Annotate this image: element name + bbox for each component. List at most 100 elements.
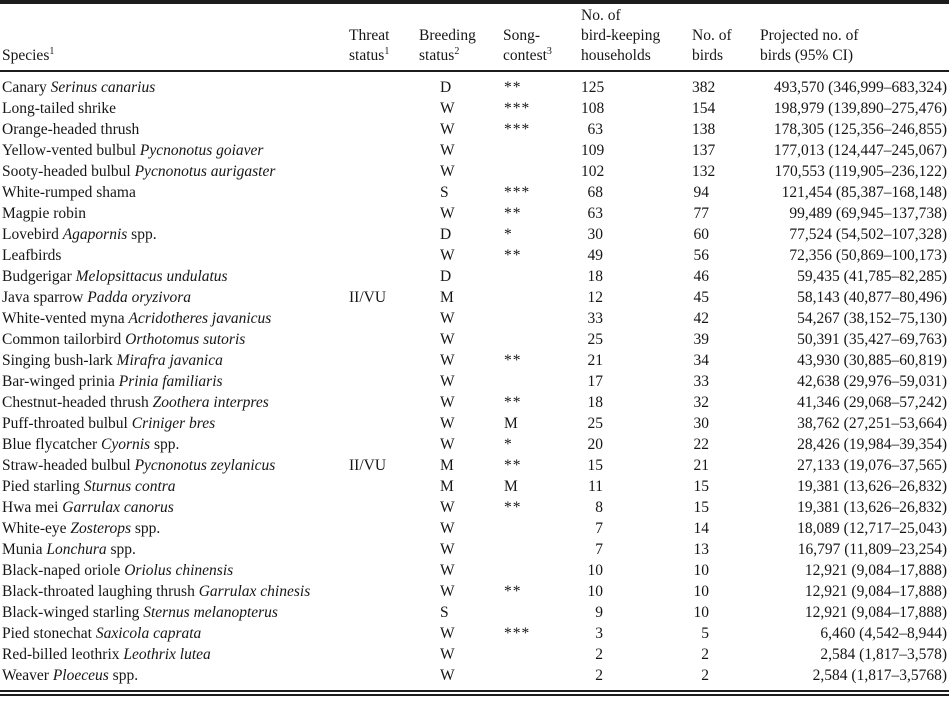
cell-threat xyxy=(349,497,419,518)
cell-birds: 137 xyxy=(692,142,716,159)
cell-song: *** xyxy=(504,625,531,642)
column-header-species: Species1 xyxy=(0,4,349,72)
table-row: Pied starling Sturnus contra M M 11 15 19,381… xyxy=(0,476,949,497)
column-header-breeding: Breeding status2 xyxy=(419,4,503,72)
cell-threat xyxy=(349,266,419,287)
cell-species: Red-billed leothrix Leothrix lutea xyxy=(2,646,211,663)
table-body: Canary Serinus canarius D ** 125 382 493,570 … xyxy=(0,71,949,689)
cell-threat xyxy=(349,140,419,161)
cell-birds: 30 xyxy=(693,415,710,432)
scientific-name: Melopsittacus undulatus xyxy=(75,268,228,285)
table-row: Long-tailed shrike W *** 108 154 198,979 (139… xyxy=(0,98,949,119)
cell-birds: 132 xyxy=(692,163,716,180)
cell-threat xyxy=(349,161,419,182)
cell-projected: 58,143 (40,877–80,496) xyxy=(797,289,947,306)
cell-species: White-rumped shama xyxy=(2,184,136,201)
scientific-name: Pycnonotus zeylanicus xyxy=(134,457,276,474)
cell-households: 25 xyxy=(587,415,604,432)
table-row: Java sparrow Padda oryzivora II/VU M 12 45 58… xyxy=(0,287,949,308)
cell-projected: 42,638 (29,976–59,031) xyxy=(797,373,947,390)
cell-birds: 34 xyxy=(693,352,710,369)
table-row: White-rumped shama S *** 68 94 121,454 (85,38… xyxy=(0,182,949,203)
scientific-name: Pycnonotus goiaver xyxy=(139,142,264,159)
cell-threat xyxy=(349,308,419,329)
cell-birds: 22 xyxy=(693,436,710,453)
header-footnote-marker: 1 xyxy=(49,45,55,57)
cell-breeding: W xyxy=(440,394,455,411)
cell-projected: 59,435 (41,785–82,285) xyxy=(797,268,947,285)
table-row: Leafbirds W ** 49 56 72,356 (50,869–100,173) xyxy=(0,245,949,266)
cell-song: *** xyxy=(504,184,531,201)
cell-households: 7 xyxy=(595,520,603,537)
cell-threat xyxy=(349,371,419,392)
cell-threat xyxy=(349,71,419,98)
cell-households: 21 xyxy=(587,352,604,369)
cell-households: 8 xyxy=(595,499,603,516)
cell-song: ** xyxy=(504,499,522,516)
cell-song xyxy=(503,665,581,689)
scientific-name: Padda oryzivora xyxy=(87,289,191,306)
table-row: Singing bush-lark Mirafra javanica W ** 21 3… xyxy=(0,350,949,371)
cell-households: 11 xyxy=(588,478,603,495)
cell-species: Pied starling Sturnus contra xyxy=(2,478,176,495)
cell-breeding: W xyxy=(440,310,455,327)
cell-projected: 16,797 (11,809–23,254) xyxy=(797,541,947,558)
cell-households: 15 xyxy=(587,457,604,474)
cell-projected: 43,930 (30,885–60,819) xyxy=(797,352,947,369)
cell-breeding: W xyxy=(440,415,455,432)
cell-species: Leafbirds xyxy=(2,247,62,264)
cell-projected: 18,089 (12,717–25,043) xyxy=(797,520,947,537)
cell-households: 108 xyxy=(581,100,605,117)
cell-threat xyxy=(349,329,419,350)
table-row: Black-winged starling Sternus melanopter… xyxy=(0,602,949,623)
cell-song: ** xyxy=(504,583,522,600)
cell-households: 109 xyxy=(581,142,605,159)
cell-breeding: W xyxy=(440,541,455,558)
cell-species: Sooty-headed bulbul Pycnonotus aurigaste… xyxy=(2,163,276,180)
header-row: Species1 Threat status1 Breeding status2 Song… xyxy=(0,4,949,72)
cell-threat xyxy=(349,350,419,371)
cell-households: 33 xyxy=(587,310,604,327)
cell-species: Magpie robin xyxy=(2,205,86,222)
cell-birds: 138 xyxy=(692,121,716,138)
cell-species: Hwa mei Garrulax canorus xyxy=(2,499,174,516)
cell-threat: II/VU xyxy=(349,457,387,474)
cell-breeding: W xyxy=(440,205,455,222)
cell-song: ** xyxy=(504,394,522,411)
cell-households: 17 xyxy=(587,373,604,390)
cell-breeding: W xyxy=(440,352,455,369)
cell-breeding: W xyxy=(440,667,455,684)
cell-threat xyxy=(349,602,419,623)
table-row: Magpie robin W ** 63 77 99,489 (69,945–137,73… xyxy=(0,203,949,224)
cell-song: * xyxy=(504,436,513,453)
cell-threat xyxy=(349,539,419,560)
table-row: Munia Lonchura spp. W 7 13 16,797 (11,809–23… xyxy=(0,539,949,560)
scientific-name: Orthotomus sutoris xyxy=(125,331,246,348)
cell-households: 10 xyxy=(587,583,604,600)
table-row: White-eye Zosterops spp. W 7 14 18,089 (12,7… xyxy=(0,518,949,539)
cell-projected: 2,584 (1,817–3,5768) xyxy=(812,667,947,684)
cell-households: 12 xyxy=(587,289,604,306)
cell-breeding: W xyxy=(440,142,455,159)
cell-threat xyxy=(349,434,419,455)
cell-species: Munia Lonchura spp. xyxy=(2,541,136,558)
cell-households: 49 xyxy=(587,247,604,264)
scientific-name: Prinia familiaris xyxy=(118,373,223,390)
table-row: Sooty-headed bulbul Pycnonotus aurigaste… xyxy=(0,161,949,182)
table-row: Black-naped oriole Oriolus chinensis W 10 1… xyxy=(0,560,949,581)
cell-birds: 15 xyxy=(693,499,710,516)
table-row: Weaver Ploeceus spp. W 2 2 2,584 (1,817–3,57… xyxy=(0,665,949,689)
cell-households: 2 xyxy=(595,646,603,663)
cell-threat xyxy=(349,245,419,266)
cell-breeding: S xyxy=(440,604,449,621)
cell-breeding: W xyxy=(440,583,455,600)
cell-species: Orange-headed thrush xyxy=(2,121,140,138)
species-table: Species1 Threat status1 Breeding status2 Song… xyxy=(0,4,949,689)
cell-song xyxy=(503,287,581,308)
cell-song xyxy=(503,308,581,329)
cell-species: Black-winged starling Sternus melanopter… xyxy=(2,604,278,621)
cell-birds: 2 xyxy=(701,667,709,684)
cell-species: Pied stonechat Saxicola caprata xyxy=(2,625,202,642)
cell-song xyxy=(503,644,581,665)
table-row: Common tailorbird Orthotomus sutoris W 25 3… xyxy=(0,329,949,350)
